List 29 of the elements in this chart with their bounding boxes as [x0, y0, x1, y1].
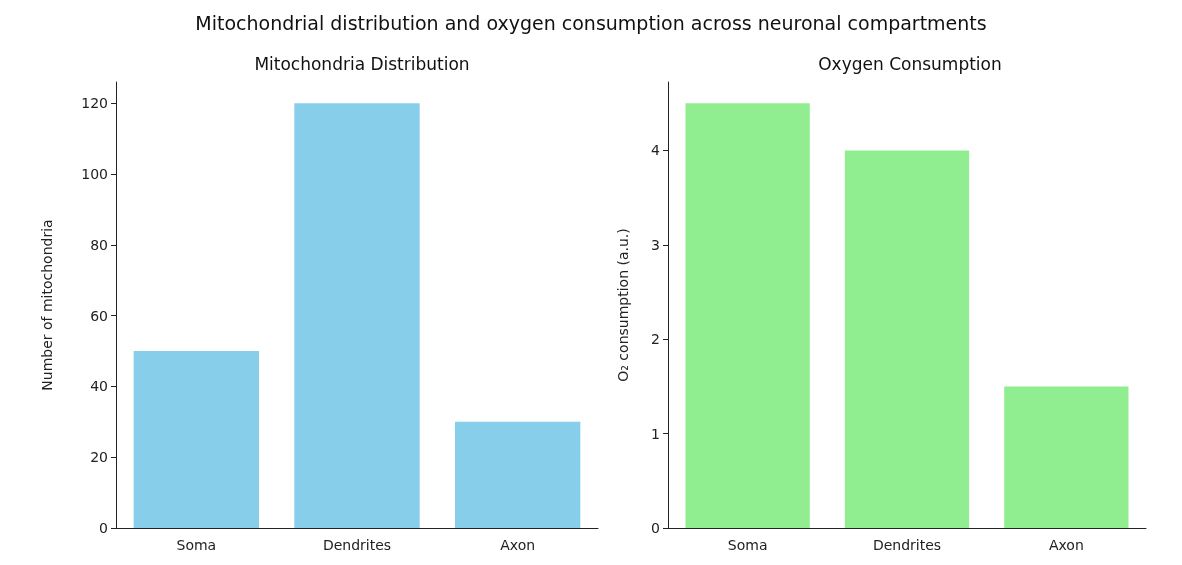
- y-tick-label: 120: [81, 95, 108, 112]
- x-tick-label: Axon: [1048, 537, 1084, 553]
- x-tick-label: Dendrites: [872, 537, 942, 553]
- y-axis-title: O₂ consumption (a.u.): [615, 228, 631, 382]
- y-tick-label: 40: [90, 378, 108, 395]
- y-tick-label: 80: [90, 236, 108, 253]
- y-axis-title: Number of mitochondria: [39, 219, 55, 391]
- chart-title: Oxygen Consumption: [818, 53, 1002, 74]
- x-tick-label: Soma: [176, 537, 217, 553]
- x-tick-label: Axon: [500, 537, 536, 553]
- x-tick-label: Dendrites: [322, 537, 392, 553]
- bar: [844, 150, 970, 528]
- y-tick-label: 1: [651, 425, 660, 442]
- bar: [294, 103, 420, 528]
- y-tick-label: 3: [651, 236, 660, 253]
- text: Mitochondrial distribution and oxygen consumption across neuronal compartments: [194, 12, 988, 34]
- x-tick-label: Soma: [727, 537, 768, 553]
- bar: [1004, 386, 1129, 528]
- chart-title: Mitochondria Distribution: [254, 53, 470, 74]
- y-tick-label: 0: [99, 520, 108, 536]
- bar: [455, 421, 581, 528]
- y-tick-label: 0: [651, 520, 660, 536]
- bar: [133, 351, 259, 528]
- y-tick-label: 20: [90, 449, 108, 466]
- bar: [685, 103, 810, 528]
- y-tick-label: 4: [651, 142, 661, 159]
- y-tick-label: 60: [90, 307, 108, 324]
- y-tick-label: 100: [81, 166, 108, 183]
- y-tick-label: 2: [651, 331, 660, 348]
